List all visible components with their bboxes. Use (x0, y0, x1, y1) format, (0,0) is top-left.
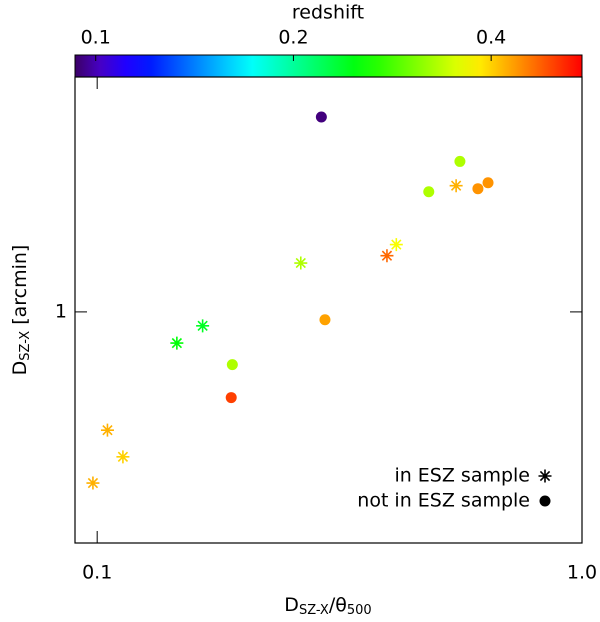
point (389, 238, 403, 252)
point (315, 111, 327, 123)
y-label-part: D (9, 361, 31, 376)
point (116, 450, 130, 464)
point (294, 256, 308, 270)
point (86, 476, 100, 490)
x-label-sub: SZ-X (299, 603, 329, 618)
point (449, 179, 463, 193)
colorbar-tick-label: 0.4 (476, 27, 506, 49)
x-label-part: /θ (329, 594, 347, 616)
colorbar-tick-label: 0.2 (278, 27, 308, 49)
y-tick-label: 1 (55, 300, 67, 322)
x-label-sub: 500 (347, 603, 372, 618)
point (225, 392, 237, 404)
x-tick-label: 0.1 (82, 562, 112, 584)
point (196, 319, 210, 333)
legend-marker (539, 495, 551, 507)
colorbar-label: redshift (292, 2, 364, 24)
point (423, 186, 435, 198)
point (100, 423, 114, 437)
y-label-sub: SZ-X (18, 331, 33, 361)
point (319, 314, 331, 326)
point (226, 359, 238, 371)
point (454, 155, 466, 167)
y-axis-label: DSZ-X [arcmin] (9, 245, 33, 376)
x-label-part: D (284, 594, 299, 616)
point (472, 183, 484, 195)
point (380, 249, 394, 263)
colorbar-tick-label: 0.1 (81, 27, 111, 49)
legend-label: in ESZ sample (394, 465, 530, 487)
legend-marker (538, 469, 552, 483)
colorbar (74, 54, 583, 78)
legend-label: not in ESZ sample (357, 490, 530, 512)
y-label-part: [arcmin] (9, 245, 31, 331)
plot-frame (74, 76, 583, 544)
x-tick-label: 1.0 (567, 562, 597, 584)
point (482, 177, 494, 189)
x-axis-label: DSZ-X/θ500 (284, 594, 371, 618)
point (170, 336, 184, 350)
